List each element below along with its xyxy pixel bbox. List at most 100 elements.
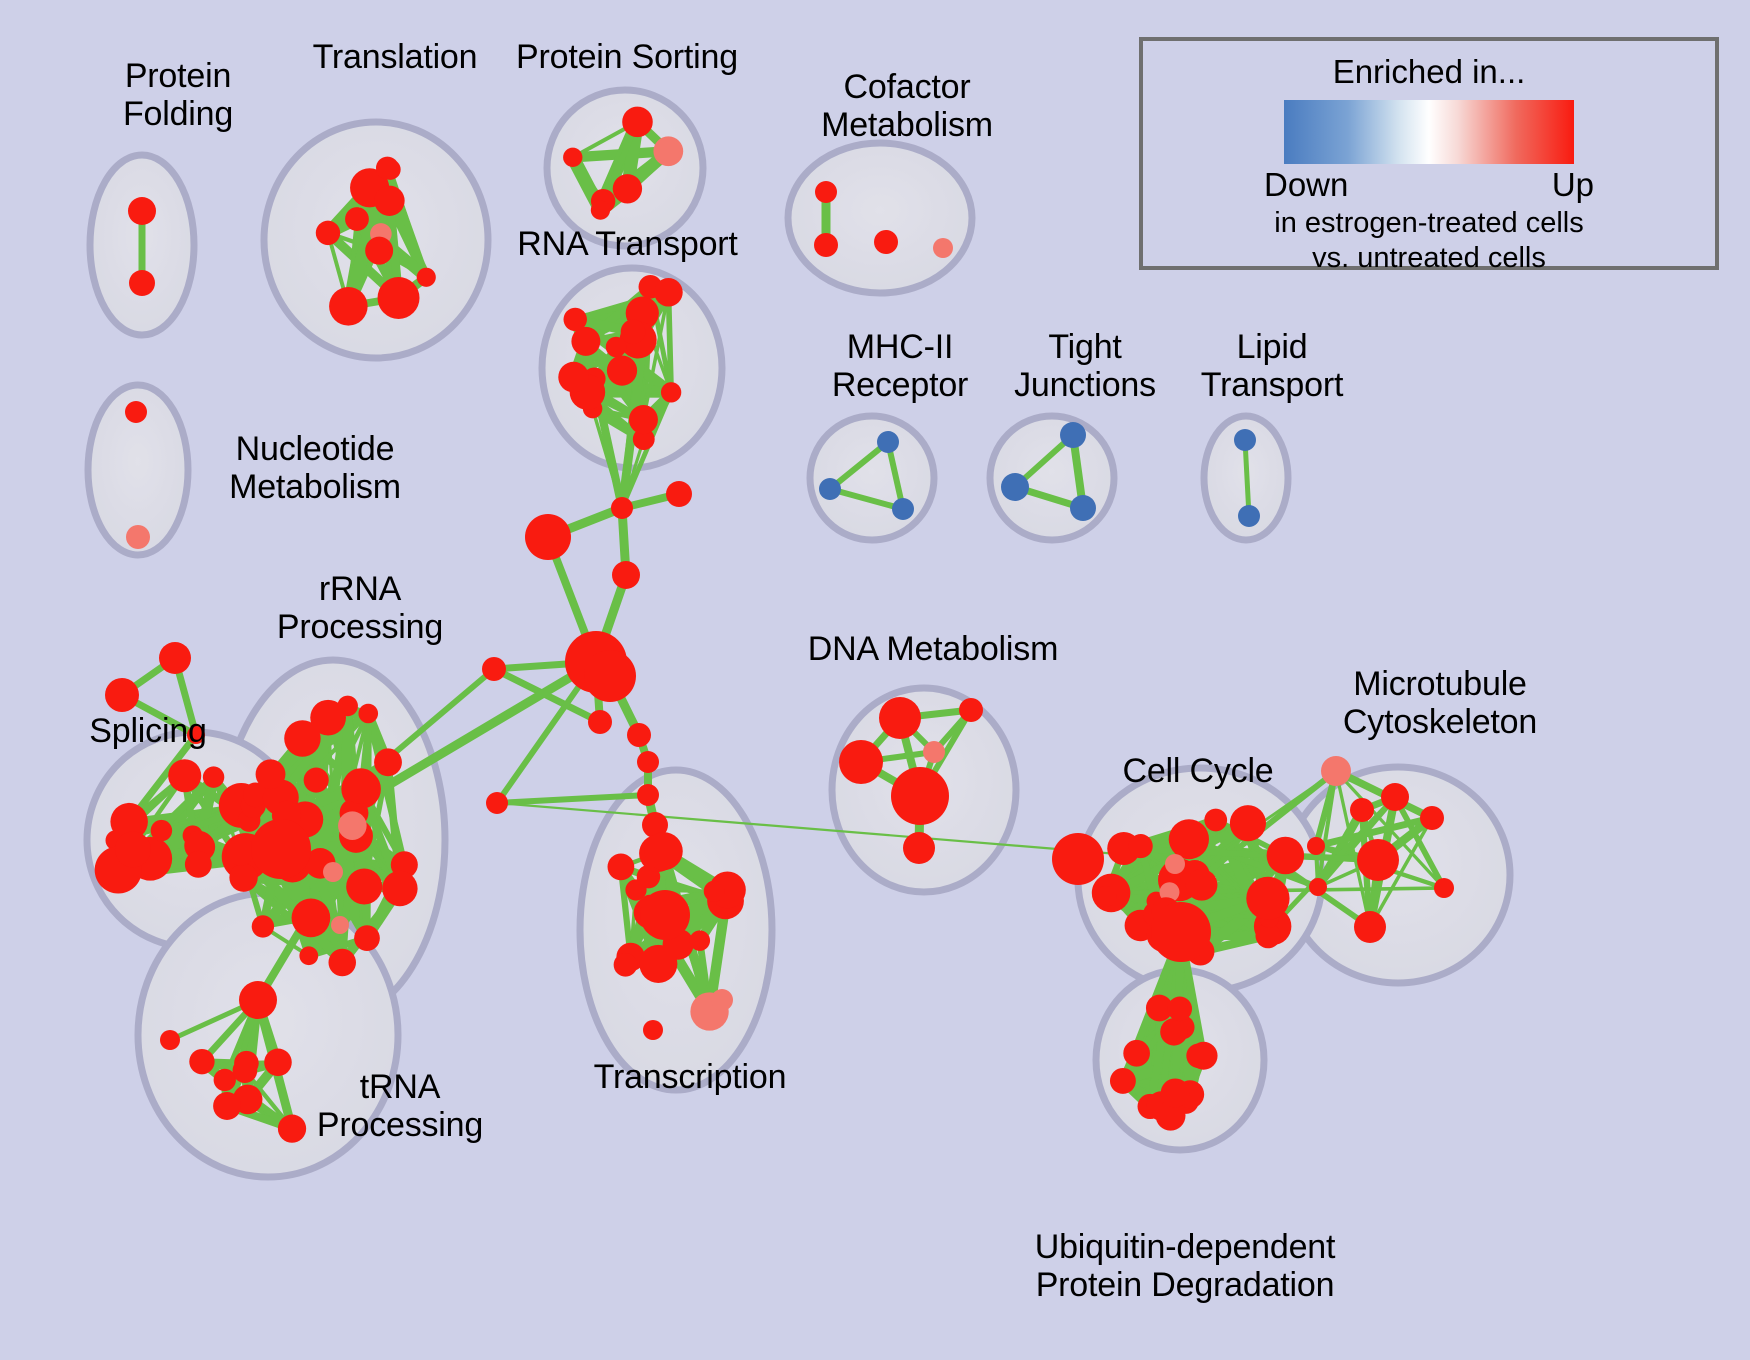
- network-node: [819, 478, 841, 500]
- network-node: [571, 326, 601, 356]
- network-node: [202, 766, 225, 788]
- network-node: [640, 890, 690, 940]
- network-node: [105, 678, 139, 712]
- network-edge: [1120, 845, 1382, 864]
- network-node: [346, 868, 383, 905]
- network-node: [605, 336, 627, 358]
- network-node: [1095, 885, 1117, 908]
- network-node: [114, 831, 151, 868]
- network-nodes: [94, 106, 1454, 1143]
- network-node: [1420, 806, 1444, 830]
- network-node: [874, 230, 898, 254]
- network-node: [892, 498, 914, 520]
- network-node: [1052, 833, 1104, 885]
- network-node: [613, 952, 638, 977]
- network-node: [315, 220, 341, 246]
- network-node: [358, 703, 379, 724]
- network-node: [1234, 429, 1256, 451]
- cluster-label-lipid-transport: Lipid Transport: [1200, 328, 1344, 404]
- network-node: [1167, 996, 1193, 1022]
- network-node: [959, 698, 983, 722]
- network-node: [1189, 1041, 1218, 1070]
- network-node: [482, 657, 506, 681]
- network-node: [590, 200, 611, 220]
- network-node: [328, 948, 356, 977]
- network-node: [1434, 878, 1454, 898]
- network-node: [814, 233, 838, 257]
- network-node: [337, 695, 358, 717]
- cluster-label-splicing: Splicing: [89, 712, 207, 750]
- network-node: [1155, 1100, 1186, 1131]
- network-node: [563, 307, 587, 332]
- network-node: [1381, 783, 1409, 811]
- network-node: [628, 405, 658, 435]
- network-node: [1229, 805, 1267, 842]
- network-node: [642, 812, 668, 838]
- network-node: [374, 748, 402, 777]
- legend-panel: Enriched in... Down Up in estrogen-treat…: [1139, 37, 1719, 274]
- network-node: [1151, 902, 1211, 962]
- hull-mhc: [806, 412, 938, 544]
- cluster-label-cell-cycle: Cell Cycle: [1122, 752, 1274, 790]
- network-edge: [364, 710, 408, 869]
- network-node: [126, 525, 150, 549]
- cluster-label-cofactor-metabolism: Cofactor Metabolism: [821, 68, 993, 144]
- network-edge: [665, 289, 674, 396]
- network-node: [1255, 923, 1281, 949]
- network-node: [1128, 834, 1153, 859]
- network-node: [711, 989, 733, 1011]
- network-node: [1350, 798, 1374, 822]
- network-node: [1185, 869, 1218, 901]
- network-node: [1123, 1039, 1150, 1067]
- network-node: [377, 276, 420, 319]
- cluster-label-tight-junctions: Tight Junctions: [1014, 328, 1156, 404]
- network-edge: [1242, 437, 1252, 519]
- network-node: [251, 915, 275, 938]
- network-node: [187, 726, 205, 744]
- cluster-label-nucleotide-metab: Nucleotide Metabolism: [229, 430, 401, 506]
- network-node: [1145, 994, 1173, 1022]
- cluster-label-rrna-processing: rRNA Processing: [276, 570, 444, 646]
- hull-cofactor: [784, 139, 976, 297]
- network-node: [375, 156, 399, 180]
- network-node: [620, 319, 646, 345]
- network-node: [1070, 495, 1096, 521]
- network-node: [125, 401, 147, 423]
- network-node: [365, 236, 394, 265]
- network-node: [891, 767, 949, 825]
- cluster-label-dna-metabolism: DNA Metabolism: [807, 630, 1059, 668]
- legend-low-label: Down: [1264, 166, 1349, 203]
- legend-caption: in estrogen-treated cells vs. untreated …: [1143, 206, 1715, 276]
- network-node: [303, 767, 329, 793]
- network-node: [277, 1114, 307, 1143]
- network-node: [689, 930, 711, 951]
- network-node: [1060, 422, 1086, 448]
- network-node: [1001, 473, 1029, 501]
- network-node: [622, 106, 653, 138]
- network-node: [639, 944, 678, 983]
- network-node: [1160, 1078, 1190, 1108]
- network-node: [644, 832, 683, 871]
- cluster-label-ubiquitin: Ubiquitin-dependent Protein Degradation: [1034, 1228, 1336, 1304]
- network-node: [923, 741, 945, 763]
- legend-high-label: Up: [1551, 166, 1594, 203]
- network-node: [239, 981, 277, 1019]
- cluster-label-transcription: Transcription: [593, 1058, 787, 1096]
- network-node: [342, 768, 379, 804]
- network-node: [643, 1020, 663, 1040]
- network-node: [703, 880, 725, 902]
- network-edge: [827, 439, 891, 492]
- network-node: [627, 723, 651, 747]
- network-node: [226, 837, 255, 866]
- network-node: [374, 185, 405, 216]
- network-node: [637, 784, 659, 806]
- network-node: [168, 759, 202, 793]
- legend-color-gradient: [1284, 100, 1574, 164]
- network-node: [382, 870, 418, 907]
- cluster-label-microtubule: Microtubule Cytoskeleton: [1342, 665, 1538, 741]
- network-node: [933, 238, 953, 258]
- network-edge: [494, 792, 651, 806]
- network-node: [1357, 839, 1399, 881]
- cluster-label-mhc-ii-receptor: MHC-II Receptor: [831, 328, 969, 404]
- network-node: [184, 850, 212, 878]
